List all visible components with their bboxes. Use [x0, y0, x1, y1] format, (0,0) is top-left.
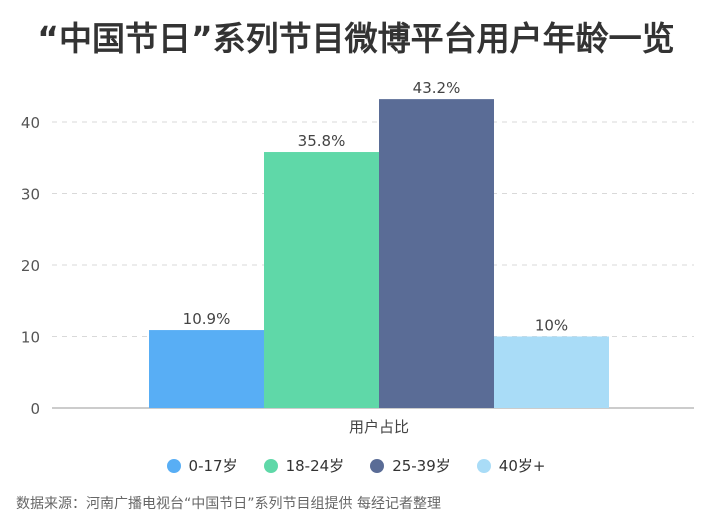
x-category-label: 用户占比 — [349, 418, 409, 436]
y-tick-label: 40 — [21, 114, 40, 132]
legend-label: 0-17岁 — [188, 457, 238, 475]
bar-3 — [379, 99, 494, 409]
chart-legend: 0-17岁 18-24岁 25-39岁 40岁+ — [0, 455, 712, 476]
legend-label: 18-24岁 — [285, 457, 345, 475]
bar-4 — [494, 336, 609, 408]
legend-item[interactable]: 25-39岁 — [370, 455, 451, 476]
y-tick-label: 20 — [21, 257, 40, 275]
chart-title: “中国节日”系列节目微博平台用户年龄一览 — [37, 19, 675, 58]
bar-value-label: 35.8% — [298, 132, 346, 150]
data-source-note: 数据来源：河南广播电视台“中国节日”系列节目组提供 每经记者整理 — [16, 496, 441, 512]
legend-item[interactable]: 18-24岁 — [263, 455, 345, 476]
legend-swatch-icon — [166, 458, 181, 473]
y-tick-label: 10 — [21, 329, 40, 347]
legend-item[interactable]: 0-17岁 — [166, 455, 238, 476]
bar-value-label: 43.2% — [413, 79, 461, 97]
y-tick-label: 0 — [30, 400, 40, 418]
bar-1 — [149, 330, 264, 408]
bar-value-label: 10% — [535, 317, 568, 335]
bar-2 — [264, 152, 379, 408]
legend-swatch-icon — [370, 458, 385, 473]
legend-swatch-icon — [263, 458, 278, 473]
legend-item[interactable]: 40岁+ — [476, 455, 546, 476]
y-tick-label: 30 — [21, 186, 40, 204]
legend-label: 25-39岁 — [392, 457, 451, 475]
bar-value-label: 10.9% — [183, 310, 231, 328]
legend-swatch-icon — [476, 458, 491, 473]
legend-label: 40岁+ — [498, 457, 546, 475]
